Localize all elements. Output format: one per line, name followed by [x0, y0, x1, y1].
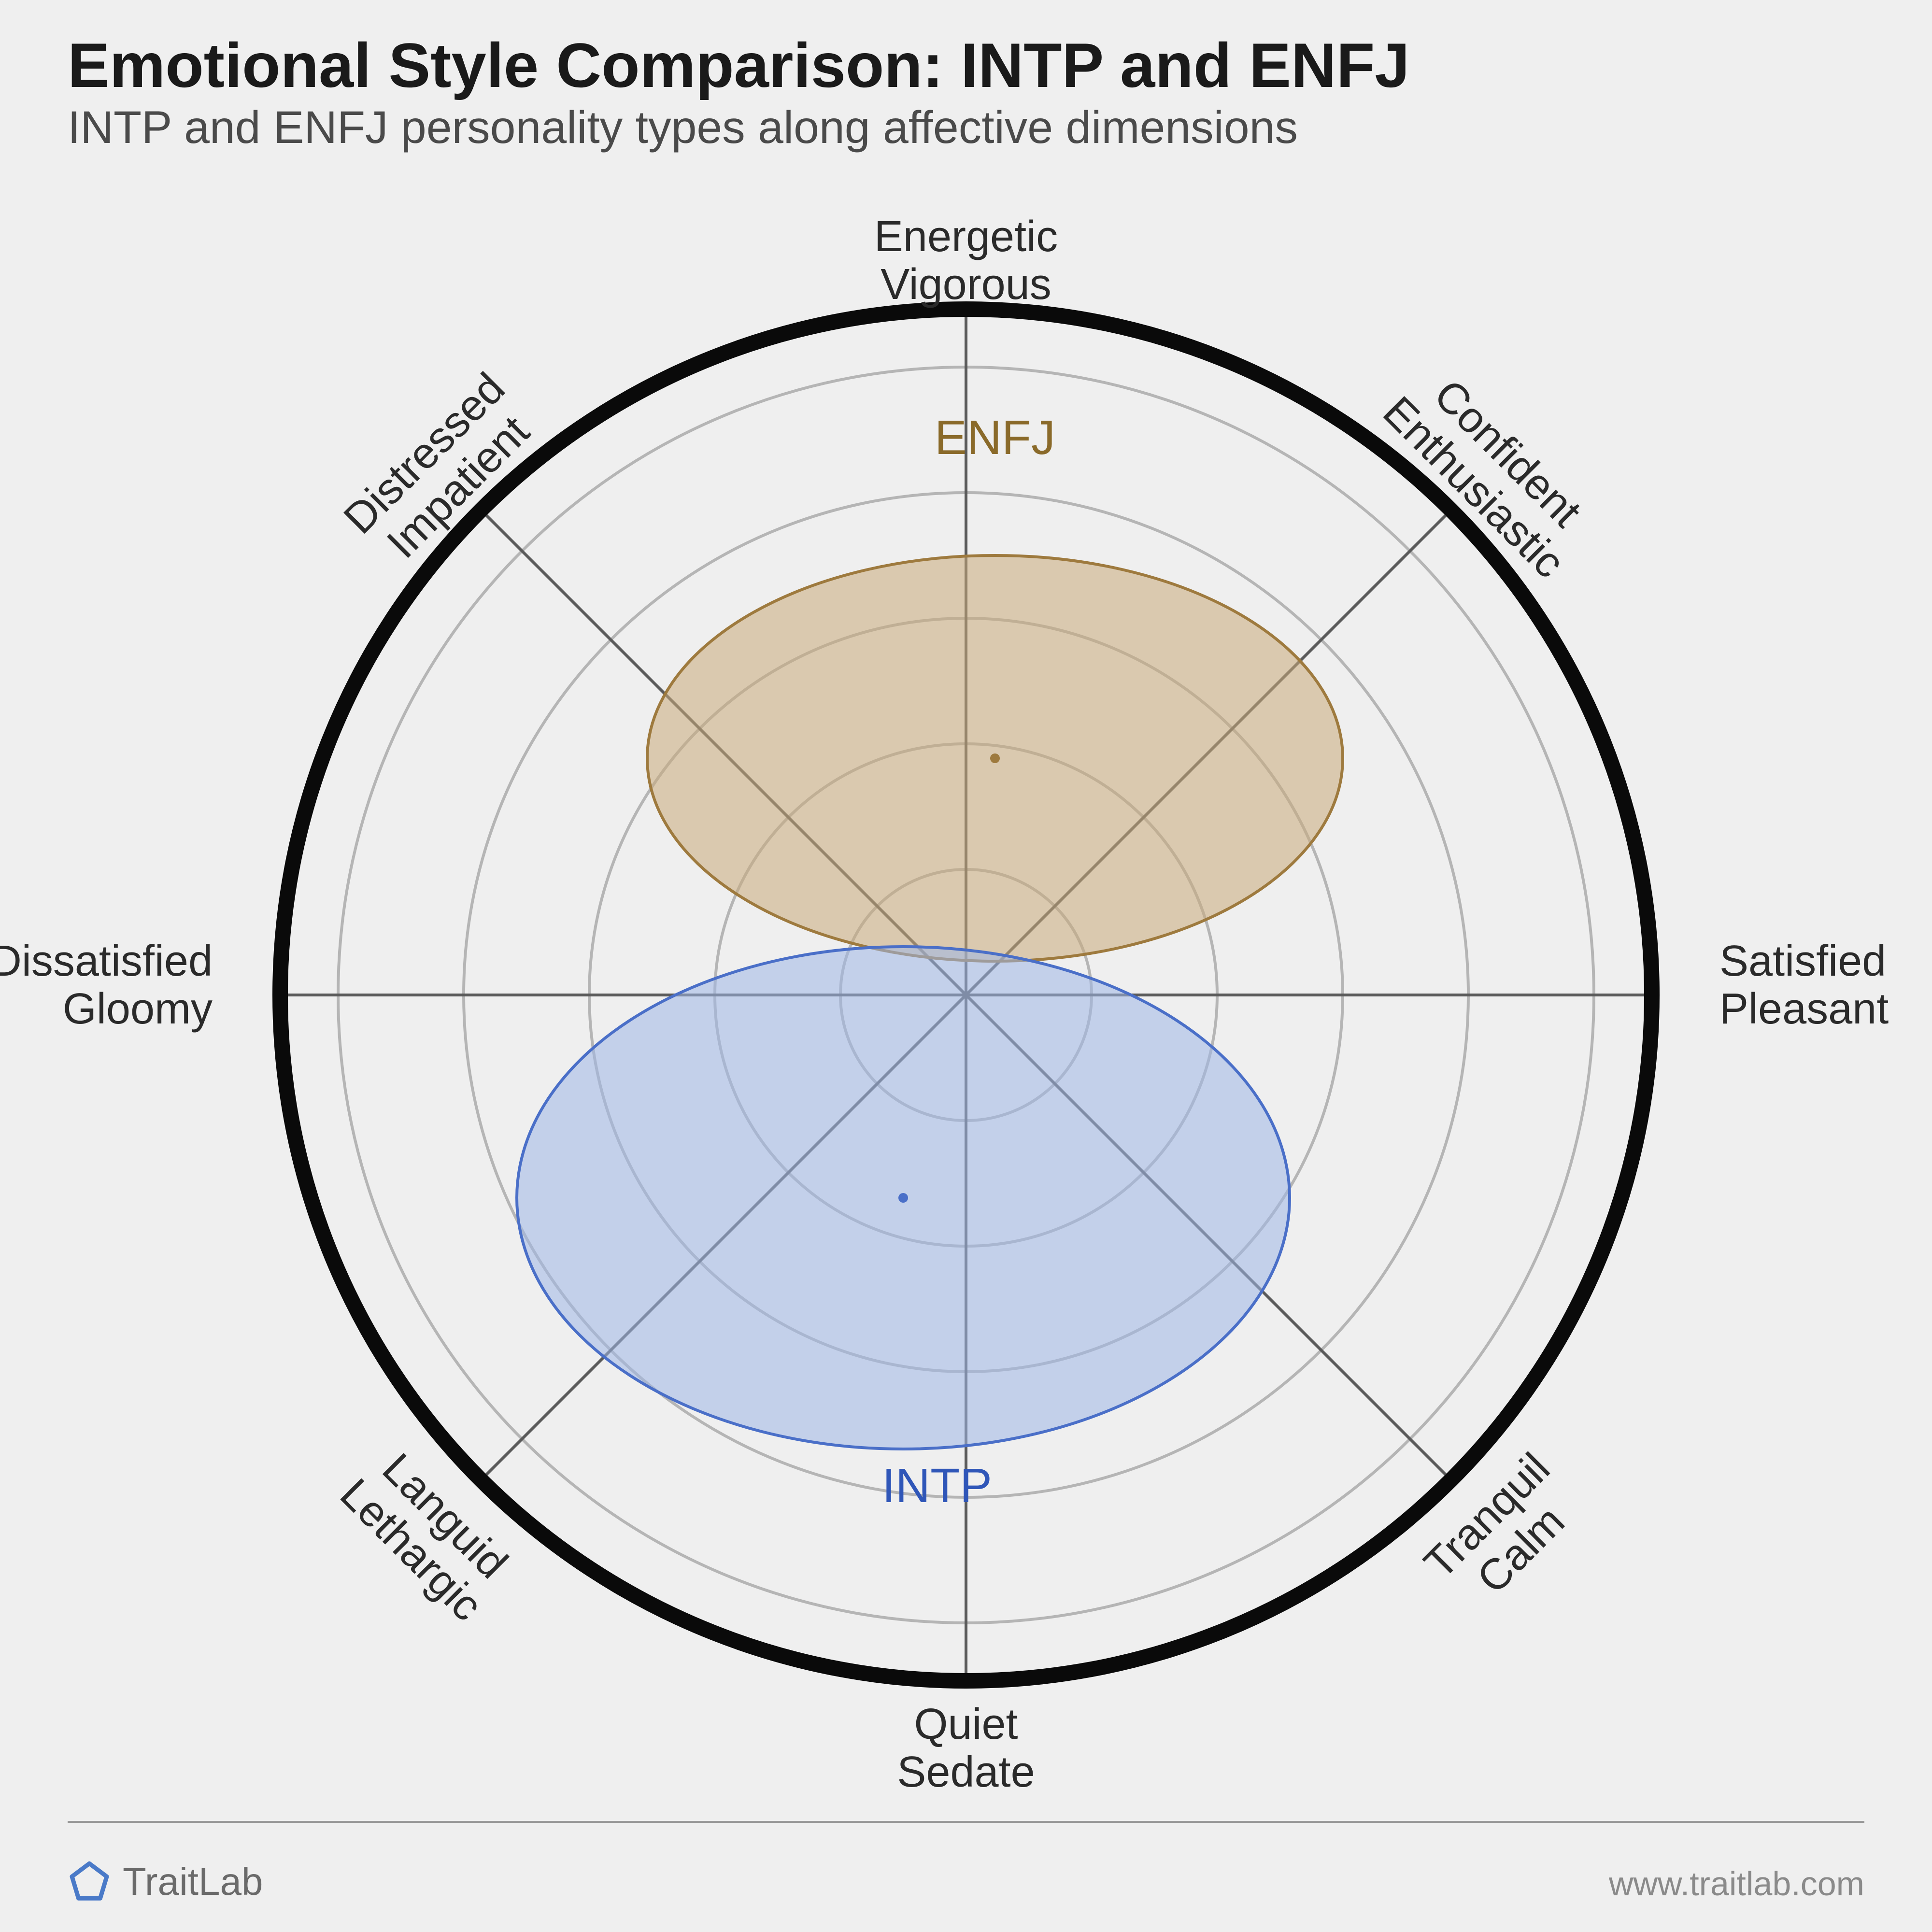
- axis-label: EnergeticVigorous: [874, 213, 1058, 309]
- traitlab-logo-icon: [68, 1860, 111, 1904]
- series-label-enfj: ENFJ: [935, 411, 1055, 465]
- svg-text:DissatisfiedGloomy: DissatisfiedGloomy: [0, 937, 213, 1033]
- brand-block: TraitLab: [68, 1860, 263, 1904]
- axis-label: QuietSedate: [897, 1700, 1035, 1796]
- brand-url: www.traitlab.com: [1609, 1864, 1864, 1903]
- series-center-enfj: [990, 753, 1000, 763]
- series-center-intp: [898, 1193, 908, 1203]
- svg-text:EnergeticVigorous: EnergeticVigorous: [874, 213, 1058, 309]
- brand-name-text: TraitLab: [123, 1860, 263, 1904]
- circumplex-plot: ENFJINTPEnergeticVigorousConfidentEnthus…: [0, 0, 1932, 1932]
- axis-label: DissatisfiedGloomy: [0, 937, 213, 1033]
- page-root: Emotional Style Comparison: INTP and ENF…: [0, 0, 1932, 1932]
- footer-divider: [68, 1821, 1864, 1823]
- axis-label: SatisfiedPleasant: [1719, 937, 1889, 1033]
- svg-text:QuietSedate: QuietSedate: [897, 1700, 1035, 1796]
- svg-text:SatisfiedPleasant: SatisfiedPleasant: [1719, 937, 1889, 1033]
- series-label-intp: INTP: [882, 1459, 992, 1513]
